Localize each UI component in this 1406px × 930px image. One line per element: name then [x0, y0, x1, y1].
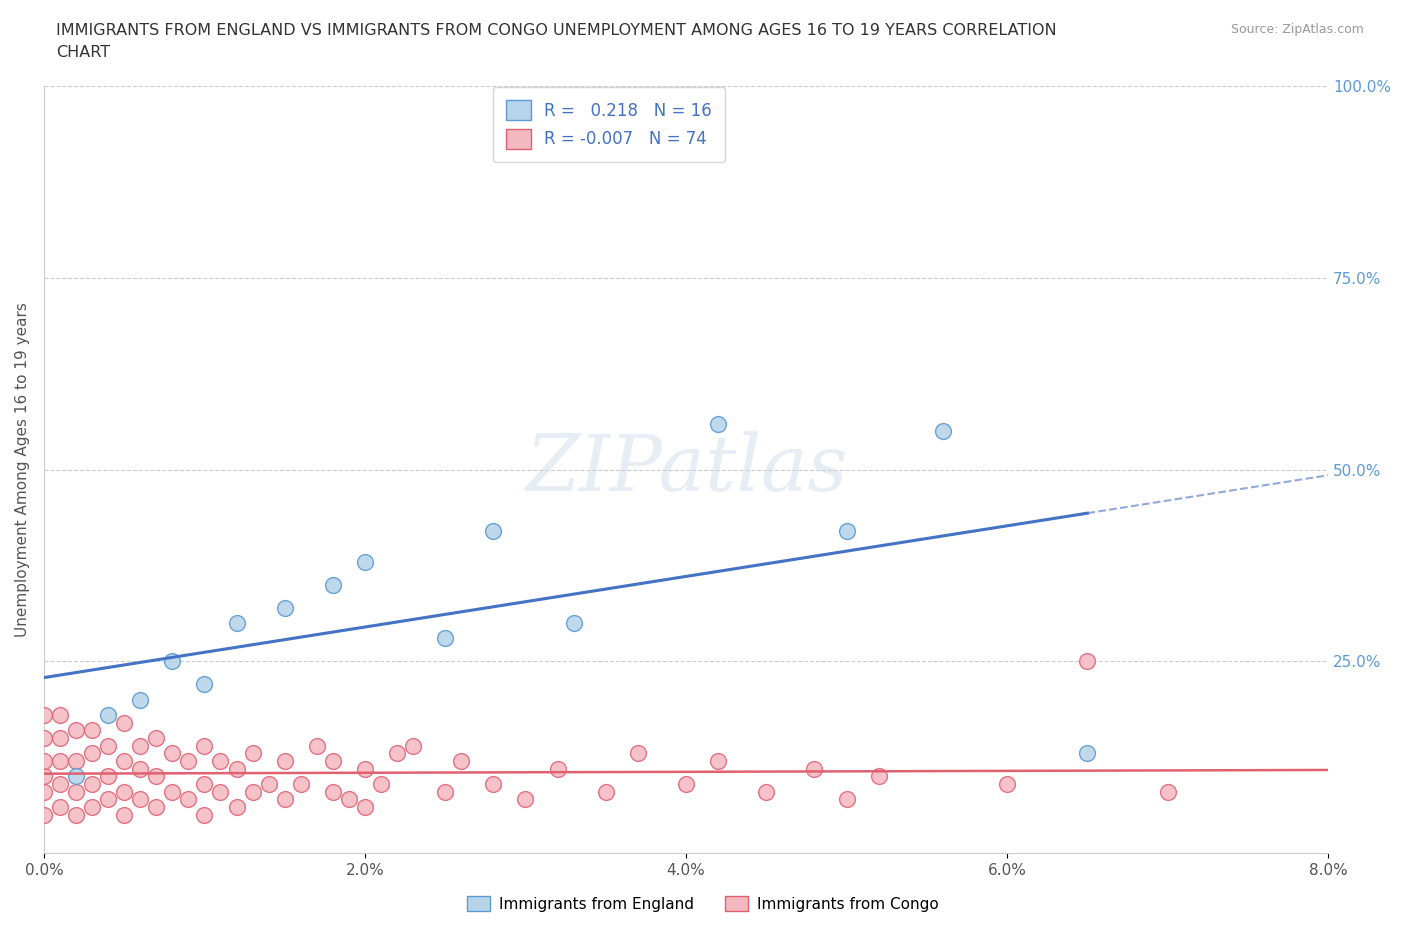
Point: [868, 769, 890, 784]
Point: [129, 762, 152, 777]
Point: [290, 777, 312, 791]
Point: [32, 769, 55, 784]
Point: [80, 746, 103, 761]
Point: [129, 692, 152, 707]
Text: Source: ZipAtlas.com: Source: ZipAtlas.com: [1230, 23, 1364, 36]
Point: [322, 753, 344, 768]
Point: [1076, 746, 1098, 761]
Point: [49, 708, 72, 723]
Point: [482, 777, 505, 791]
Point: [835, 524, 858, 538]
Point: [49, 777, 72, 791]
Point: [177, 792, 200, 807]
Point: [65, 753, 87, 768]
Point: [370, 777, 392, 791]
Point: [225, 762, 247, 777]
Point: [129, 792, 152, 807]
Point: [97, 792, 120, 807]
Legend: R =   0.218   N = 16, R = -0.007   N = 74: R = 0.218 N = 16, R = -0.007 N = 74: [492, 86, 725, 163]
Point: [1156, 784, 1178, 799]
Point: [49, 800, 72, 815]
Point: [162, 654, 184, 669]
Point: [80, 777, 103, 791]
Point: [145, 769, 167, 784]
Point: [193, 777, 215, 791]
Point: [562, 616, 585, 631]
Point: [803, 762, 825, 777]
Point: [112, 753, 135, 768]
Point: [995, 777, 1018, 791]
Point: [32, 753, 55, 768]
Point: [707, 416, 730, 431]
Point: [129, 738, 152, 753]
Point: [193, 677, 215, 692]
Point: [273, 600, 295, 615]
Text: IMMIGRANTS FROM ENGLAND VS IMMIGRANTS FROM CONGO UNEMPLOYMENT AMONG AGES 16 TO 1: IMMIGRANTS FROM ENGLAND VS IMMIGRANTS FR…: [56, 23, 1057, 38]
Point: [434, 631, 457, 645]
Point: [225, 616, 247, 631]
Point: [80, 800, 103, 815]
Point: [112, 807, 135, 822]
Point: [49, 731, 72, 746]
Point: [177, 753, 200, 768]
Point: [225, 800, 247, 815]
Point: [322, 578, 344, 592]
Point: [32, 807, 55, 822]
Point: [162, 784, 184, 799]
Point: [65, 807, 87, 822]
Legend: Immigrants from England, Immigrants from Congo: Immigrants from England, Immigrants from…: [461, 889, 945, 918]
Point: [755, 784, 778, 799]
Point: [1076, 654, 1098, 669]
Point: [547, 762, 569, 777]
Point: [707, 753, 730, 768]
Point: [209, 784, 232, 799]
Point: [242, 784, 264, 799]
Point: [32, 784, 55, 799]
Point: [354, 762, 377, 777]
Point: [32, 708, 55, 723]
Point: [450, 753, 472, 768]
Point: [65, 769, 87, 784]
Point: [305, 738, 328, 753]
Point: [193, 807, 215, 822]
Point: [97, 708, 120, 723]
Point: [49, 753, 72, 768]
Point: [112, 784, 135, 799]
Text: CHART: CHART: [56, 45, 110, 60]
Point: [932, 424, 955, 439]
Point: [434, 784, 457, 799]
Point: [595, 784, 617, 799]
Point: [322, 784, 344, 799]
Point: [337, 792, 360, 807]
Point: [273, 792, 295, 807]
Point: [515, 792, 537, 807]
Point: [162, 746, 184, 761]
Point: [209, 753, 232, 768]
Y-axis label: Unemployment Among Ages 16 to 19 years: Unemployment Among Ages 16 to 19 years: [15, 302, 30, 637]
Text: ZIPatlas: ZIPatlas: [524, 432, 848, 508]
Point: [402, 738, 425, 753]
Point: [482, 524, 505, 538]
Point: [65, 723, 87, 737]
Point: [145, 800, 167, 815]
Point: [835, 792, 858, 807]
Point: [32, 731, 55, 746]
Point: [354, 554, 377, 569]
Point: [97, 738, 120, 753]
Point: [193, 738, 215, 753]
Point: [80, 723, 103, 737]
Point: [354, 800, 377, 815]
Point: [65, 784, 87, 799]
Point: [385, 746, 408, 761]
Point: [242, 746, 264, 761]
Point: [627, 746, 650, 761]
Point: [97, 769, 120, 784]
Point: [257, 777, 280, 791]
Point: [145, 731, 167, 746]
Point: [273, 753, 295, 768]
Point: [112, 715, 135, 730]
Point: [675, 777, 697, 791]
